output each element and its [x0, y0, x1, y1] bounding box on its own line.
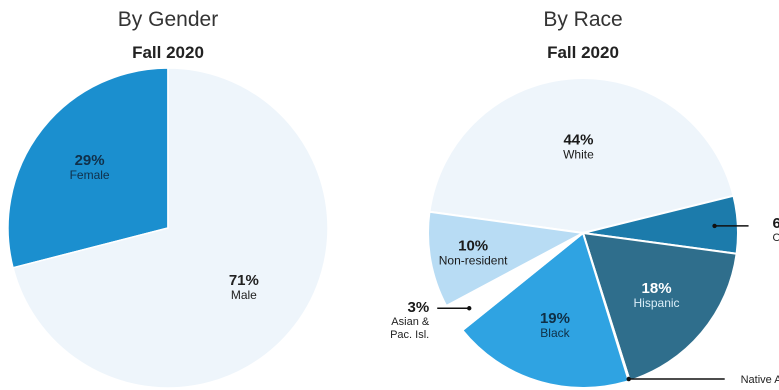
slice-hispanic — [581, 231, 738, 383]
slice-asian-pac-isl-value: 3% — [408, 299, 430, 316]
slice-black — [460, 231, 631, 389]
slice-female-value: 29% — [75, 152, 105, 169]
slice-non-resident — [427, 210, 587, 308]
gender-slices — [7, 67, 329, 389]
slice-white — [428, 77, 735, 235]
slice-other-label: Other — [773, 232, 779, 244]
slice-native-american-leader-dot — [626, 376, 631, 382]
gender-chart-title: By Gender — [118, 8, 218, 31]
slice-male-label: Male — [231, 288, 257, 302]
slice-hispanic-label: Hispanic — [634, 296, 680, 310]
slice-other-leader-dot — [712, 223, 717, 229]
gender-chart-subtitle: Fall 2020 — [132, 43, 204, 62]
race-chart-subtitle: Fall 2020 — [547, 43, 619, 62]
slice-female — [7, 67, 169, 269]
slice-black-label: Black — [540, 326, 570, 340]
race-chart: By Race Fall 2020 44%White 6%Other 18%Hisp… — [390, 8, 779, 389]
slice-male-value: 71% — [229, 272, 259, 289]
slice-male — [12, 67, 329, 389]
slice-white-label: White — [563, 147, 594, 161]
race-chart-title: By Race — [543, 8, 622, 31]
slice-asian-pac-isl-label: Asian & Pac. Isl. — [390, 316, 430, 341]
slice-other-value: 6% — [773, 215, 779, 232]
slice-non-resident-label: Non-resident — [439, 254, 508, 268]
slice-black-value: 19% — [540, 310, 570, 327]
gender-labels: 29%Female 71%Male — [70, 152, 259, 302]
slice-native-american-label: Native American — [741, 374, 779, 386]
race-slices — [427, 77, 739, 389]
slice-asian-pac-isl-leader-dot — [467, 306, 472, 311]
slice-female-label: Female — [70, 168, 110, 182]
slice-non-resident-value: 10% — [458, 238, 488, 255]
gender-chart: By Gender Fall 2020 29%Female 71%Male — [7, 8, 329, 389]
slice-hispanic-value: 18% — [642, 280, 672, 297]
slice-white-value: 44% — [563, 131, 593, 148]
